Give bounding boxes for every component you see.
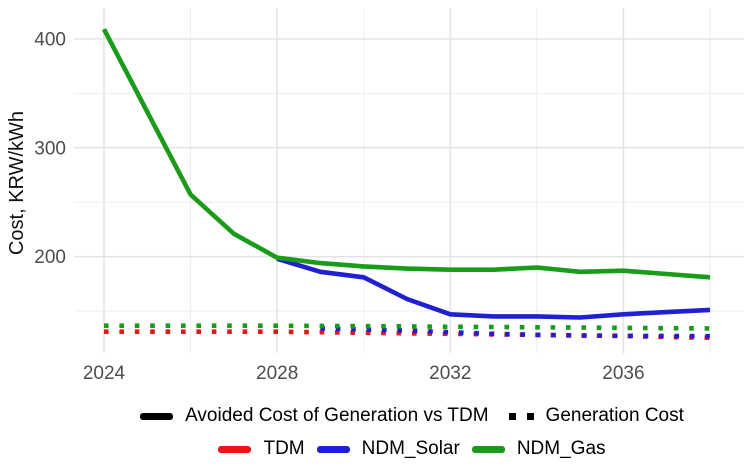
series-line-tdm-dotted xyxy=(104,329,711,340)
series-line-gas-solid xyxy=(101,28,711,280)
series-line-solar-dotted xyxy=(320,326,711,339)
legend-label-generation-cost: Generation Cost xyxy=(545,405,684,426)
ndm-solar-color-key-icon xyxy=(316,445,350,453)
legend-item-tdm: TDM xyxy=(218,438,305,460)
x-axis-tick-label: 2024 xyxy=(83,363,126,384)
tdm-color-key-icon xyxy=(218,445,252,453)
y-axis-tick-label: 200 xyxy=(34,247,66,268)
y-axis-tick-label: 300 xyxy=(34,138,66,159)
legend-label-ndm-gas: NDM_Gas xyxy=(516,438,606,459)
legend-label-ndm-solar: NDM_Solar xyxy=(361,438,460,459)
x-axis-tick-label: 2032 xyxy=(429,363,471,384)
x-axis-tick-label: 2036 xyxy=(602,363,644,384)
legend-label-tdm: TDM xyxy=(263,438,305,459)
legend-linetype-row: Avoided Cost of Generation vs TDM Genera… xyxy=(74,403,750,429)
solid-line-key-icon xyxy=(140,412,174,420)
legend-item-avoided-cost: Avoided Cost of Generation vs TDM xyxy=(140,405,489,427)
series-line-solar-solid xyxy=(276,256,711,320)
legend-item-generation-cost: Generation Cost xyxy=(508,405,684,427)
legend-item-ndm-solar: NDM_Solar xyxy=(316,438,460,460)
plot-area: 2024 2028 2032 2036 200 300 400 Cost, KRW/kWh xyxy=(6,8,744,384)
ndm-gas-color-key-icon xyxy=(471,445,505,453)
dotted-line-key-icon xyxy=(508,412,534,420)
legend-label-avoided-cost: Avoided Cost of Generation vs TDM xyxy=(185,405,489,426)
legend-color-row: TDM NDM_Solar NDM_Gas xyxy=(74,436,750,462)
legend-item-ndm-gas: NDM_Gas xyxy=(471,438,606,460)
series-line-gas-dotted xyxy=(104,323,711,331)
x-axis-tick-label: 2028 xyxy=(256,363,298,384)
y-axis-title: Cost, KRW/kWh xyxy=(6,111,28,255)
y-axis-tick-label: 400 xyxy=(34,30,66,51)
